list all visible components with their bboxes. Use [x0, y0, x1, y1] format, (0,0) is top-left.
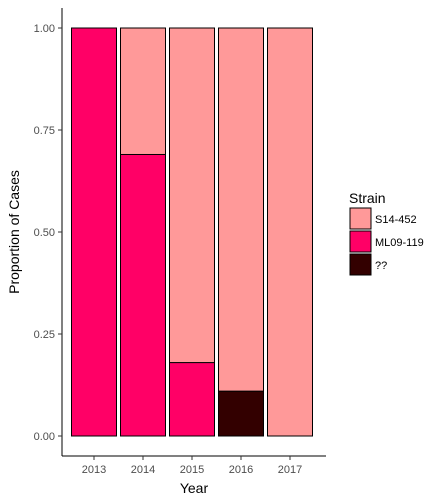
- y-tick-label: 0.00: [34, 431, 55, 443]
- y-tick-label: 1.00: [34, 23, 55, 35]
- x-tick-label: 2013: [82, 464, 106, 476]
- bar-2017-S14452: [267, 27, 313, 437]
- y-axis-ticks: 0.00 0.25 0.50 0.75 1.00: [34, 23, 62, 443]
- legend-label: S14-452: [375, 214, 417, 226]
- bar-2016-S14452: [218, 27, 264, 392]
- y-tick-label: 0.50: [34, 227, 55, 239]
- x-axis-title: Year: [180, 480, 209, 496]
- y-tick-label: 0.25: [34, 329, 55, 341]
- bar-2014-ML09119: [120, 153, 166, 437]
- x-axis-ticks: 2013 2014 2015 2016 2017: [82, 456, 302, 476]
- bar-2013-ML09119: [71, 27, 117, 437]
- legend-label: ML09-119: [375, 237, 424, 249]
- bars-layer: [71, 27, 313, 437]
- legend-title: Strain: [349, 190, 386, 206]
- legend: Strain S14-452 ML09-119??: [349, 190, 424, 276]
- legend-label: ??: [375, 260, 387, 272]
- y-axis-title: Proportion of Cases: [6, 170, 22, 294]
- y-tick-label: 0.75: [34, 125, 55, 137]
- x-tick-label: 2014: [131, 464, 155, 476]
- bar-2015-ML09119: [169, 362, 215, 437]
- legend-key-ML09119: [349, 230, 372, 253]
- x-tick-label: 2015: [180, 464, 204, 476]
- bar-2014-S14452: [120, 27, 166, 155]
- bar-2016-: [218, 390, 264, 437]
- x-tick-label: 2017: [278, 464, 302, 476]
- bar-2015-S14452: [169, 27, 215, 364]
- x-tick-label: 2016: [229, 464, 253, 476]
- legend-key-S14452: [349, 207, 372, 230]
- legend-key-: [349, 253, 372, 276]
